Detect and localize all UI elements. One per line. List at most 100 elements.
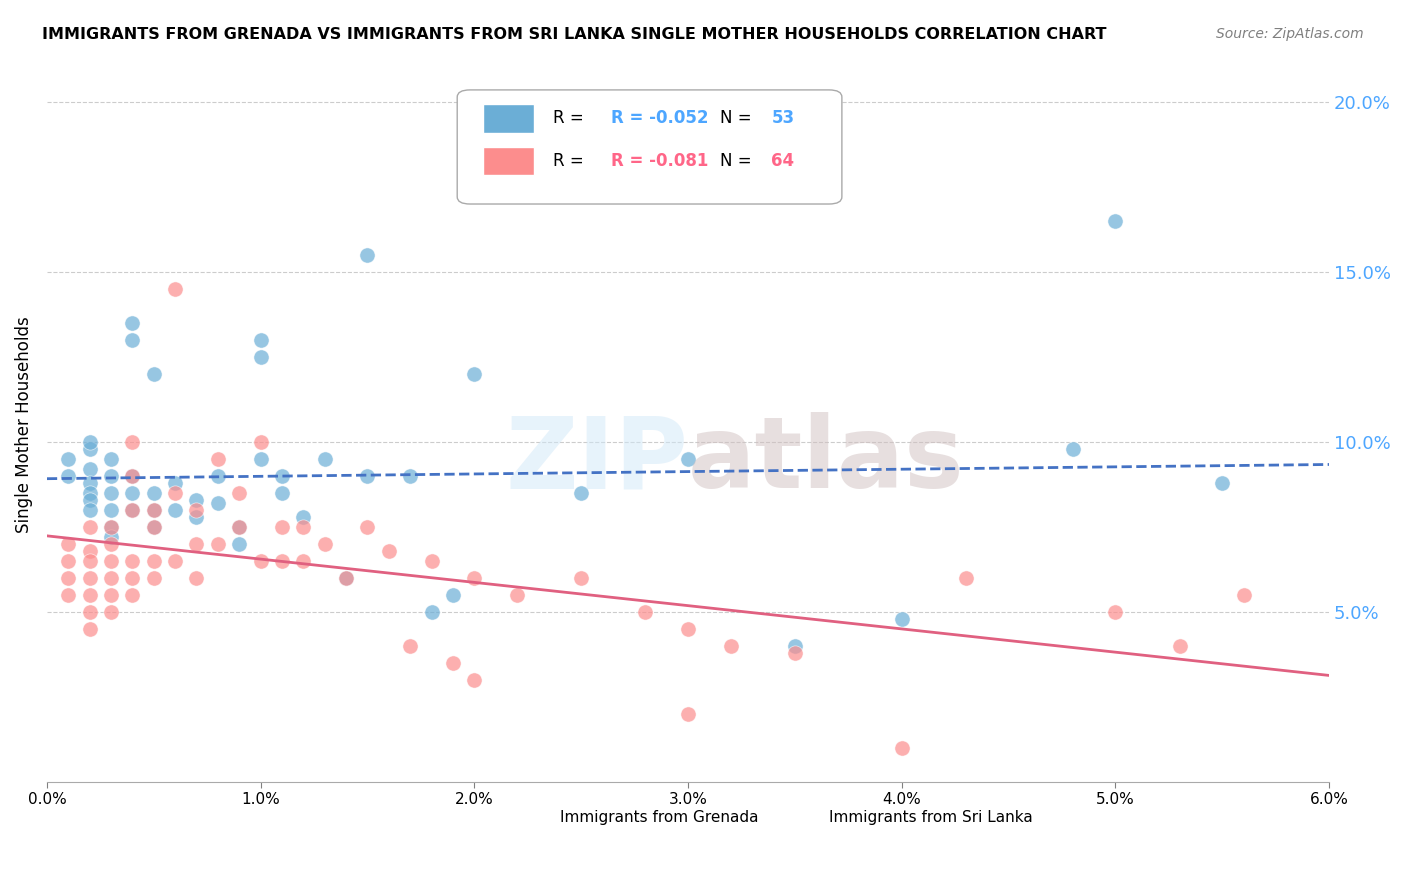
Point	[79, 588, 101, 602]
Point	[249, 333, 271, 347]
Point	[100, 530, 122, 544]
Point	[121, 486, 143, 500]
Point	[186, 503, 208, 517]
Point	[378, 543, 401, 558]
Point	[121, 588, 143, 602]
Text: Source: ZipAtlas.com: Source: ZipAtlas.com	[1216, 27, 1364, 41]
Point	[142, 367, 165, 381]
Point	[165, 554, 187, 568]
Point	[1062, 442, 1084, 456]
Point	[335, 571, 357, 585]
Point	[142, 571, 165, 585]
Point	[121, 435, 143, 450]
Bar	[482, 104, 534, 133]
Point	[955, 571, 977, 585]
Point	[79, 475, 101, 490]
Point	[79, 492, 101, 507]
Point	[100, 605, 122, 619]
Text: N =: N =	[720, 110, 756, 128]
Text: N =: N =	[720, 153, 756, 170]
Point	[121, 469, 143, 483]
Point	[165, 475, 187, 490]
Point	[207, 469, 229, 483]
Point	[186, 509, 208, 524]
Point	[463, 673, 485, 687]
Point	[100, 503, 122, 517]
Point	[420, 554, 443, 568]
Point	[186, 571, 208, 585]
Point	[79, 503, 101, 517]
FancyBboxPatch shape	[457, 90, 842, 204]
Point	[441, 656, 464, 670]
Point	[165, 486, 187, 500]
Point	[399, 639, 422, 653]
Text: R = -0.052: R = -0.052	[612, 110, 709, 128]
Point	[100, 588, 122, 602]
Point	[314, 452, 336, 467]
Point	[142, 520, 165, 534]
Point	[121, 469, 143, 483]
Text: ZIP: ZIP	[505, 412, 688, 509]
Point	[142, 520, 165, 534]
Point	[463, 571, 485, 585]
Point	[1104, 605, 1126, 619]
Point	[100, 537, 122, 551]
Point	[121, 503, 143, 517]
Point	[271, 520, 294, 534]
Point	[58, 469, 80, 483]
Point	[79, 435, 101, 450]
Point	[634, 605, 657, 619]
Point	[79, 486, 101, 500]
Point	[79, 622, 101, 636]
Point	[249, 452, 271, 467]
Point	[100, 486, 122, 500]
Point	[186, 537, 208, 551]
Point	[207, 496, 229, 510]
Point	[676, 452, 699, 467]
Point	[720, 639, 742, 653]
Point	[100, 520, 122, 534]
Point	[79, 554, 101, 568]
Bar	[790, 803, 823, 831]
Point	[356, 520, 378, 534]
Text: IMMIGRANTS FROM GRENADA VS IMMIGRANTS FROM SRI LANKA SINGLE MOTHER HOUSEHOLDS CO: IMMIGRANTS FROM GRENADA VS IMMIGRANTS FR…	[42, 27, 1107, 42]
Point	[142, 503, 165, 517]
Point	[890, 612, 912, 626]
Text: Immigrants from Sri Lanka: Immigrants from Sri Lanka	[830, 810, 1033, 825]
Point	[121, 554, 143, 568]
Point	[121, 316, 143, 330]
Point	[58, 571, 80, 585]
Point	[100, 554, 122, 568]
Point	[79, 520, 101, 534]
Bar	[522, 803, 554, 831]
Point	[79, 543, 101, 558]
Point	[271, 469, 294, 483]
Text: R =: R =	[554, 153, 589, 170]
Point	[249, 350, 271, 364]
Point	[58, 554, 80, 568]
Point	[142, 554, 165, 568]
Bar	[482, 147, 534, 176]
Point	[79, 571, 101, 585]
Point	[356, 248, 378, 262]
Point	[165, 503, 187, 517]
Point	[79, 605, 101, 619]
Point	[249, 435, 271, 450]
Point	[1233, 588, 1256, 602]
Point	[314, 537, 336, 551]
Point	[506, 588, 529, 602]
Point	[100, 571, 122, 585]
Point	[142, 486, 165, 500]
Point	[783, 639, 806, 653]
Point	[100, 520, 122, 534]
Point	[1168, 639, 1191, 653]
Point	[142, 503, 165, 517]
Point	[121, 503, 143, 517]
Point	[79, 462, 101, 476]
Point	[228, 520, 250, 534]
Point	[207, 537, 229, 551]
Point	[186, 492, 208, 507]
Text: Immigrants from Grenada: Immigrants from Grenada	[560, 810, 758, 825]
Point	[228, 537, 250, 551]
Point	[79, 442, 101, 456]
